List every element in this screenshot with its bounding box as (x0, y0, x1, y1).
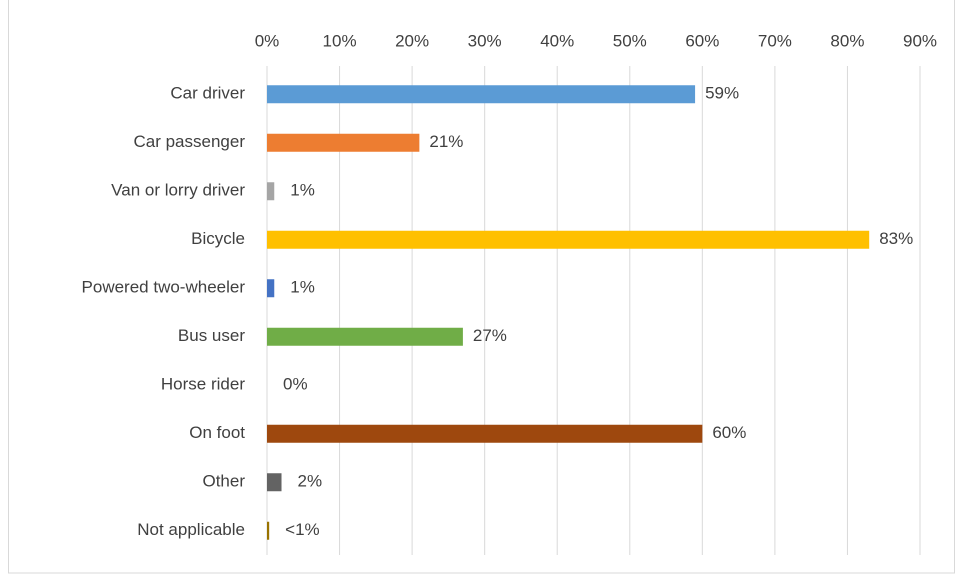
value-label: 2% (298, 472, 323, 491)
x-tick-label: 70% (758, 31, 792, 50)
bar (267, 473, 282, 492)
value-label: 83% (879, 229, 913, 248)
bar (267, 327, 463, 346)
y-tick-label: Bicycle (191, 229, 245, 248)
bar (267, 521, 270, 540)
value-label: 0% (283, 375, 308, 394)
y-tick-label: Car passenger (133, 132, 245, 151)
bar (267, 230, 870, 249)
bar (267, 85, 696, 104)
y-tick-label: Horse rider (161, 375, 245, 394)
x-tick-label: 10% (323, 31, 357, 50)
y-tick-label: Other (202, 472, 245, 491)
x-tick-label: 90% (903, 31, 937, 50)
value-label: 60% (712, 423, 746, 442)
y-tick-label: Powered two-wheeler (82, 278, 246, 297)
value-label: 59% (705, 84, 739, 103)
y-tick-label: Van or lorry driver (111, 181, 245, 200)
x-tick-label: 60% (685, 31, 719, 50)
x-tick-label: 0% (255, 31, 280, 50)
x-tick-label: 40% (540, 31, 574, 50)
y-tick-label: Car driver (170, 84, 245, 103)
value-label: 27% (473, 326, 507, 345)
value-label: 1% (290, 181, 315, 200)
value-label: 21% (429, 132, 463, 151)
bar (267, 133, 420, 152)
bar (267, 182, 275, 201)
value-label: <1% (285, 520, 320, 539)
x-tick-label: 30% (468, 31, 502, 50)
x-tick-label: 80% (830, 31, 864, 50)
y-tick-label: On foot (189, 423, 245, 442)
x-tick-label: 20% (395, 31, 429, 50)
x-tick-label: 50% (613, 31, 647, 50)
y-tick-label: Bus user (178, 326, 245, 345)
bar (267, 279, 275, 298)
bar (267, 424, 703, 443)
y-tick-label: Not applicable (137, 520, 245, 539)
value-label: 1% (290, 278, 315, 297)
